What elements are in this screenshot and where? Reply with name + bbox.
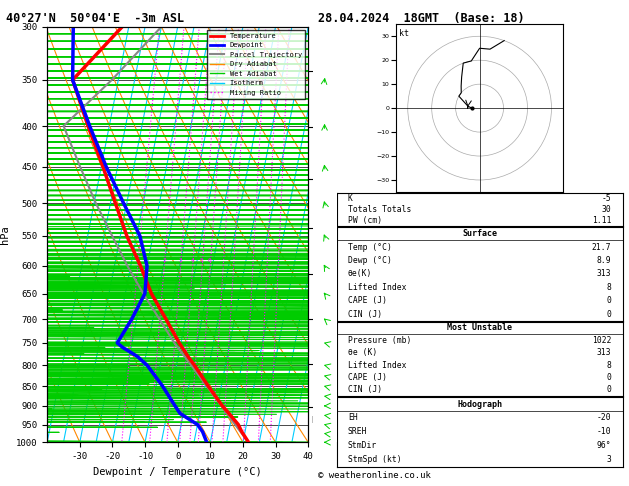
Text: 1.11: 1.11 <box>592 216 611 225</box>
Text: Pressure (mb): Pressure (mb) <box>348 336 411 345</box>
Text: StmDir: StmDir <box>348 441 377 450</box>
Text: 40°27'N  50°04'E  -3m ASL: 40°27'N 50°04'E -3m ASL <box>6 12 184 25</box>
Text: -20: -20 <box>597 414 611 422</box>
Text: Lifted Index: Lifted Index <box>348 283 406 292</box>
Text: Surface: Surface <box>462 229 497 238</box>
Text: 2: 2 <box>162 258 166 262</box>
Text: -10: -10 <box>597 427 611 436</box>
Text: © weatheronline.co.uk: © weatheronline.co.uk <box>318 471 430 480</box>
Text: StmSpd (kt): StmSpd (kt) <box>348 455 401 464</box>
Text: CAPE (J): CAPE (J) <box>348 296 387 305</box>
Text: Hodograph: Hodograph <box>457 399 502 409</box>
Y-axis label: hPa: hPa <box>1 225 11 244</box>
Text: 0: 0 <box>606 310 611 318</box>
Text: Most Unstable: Most Unstable <box>447 323 512 332</box>
Text: 5: 5 <box>200 258 204 262</box>
Text: SREH: SREH <box>348 427 367 436</box>
Text: θe (K): θe (K) <box>348 348 377 357</box>
Text: PW (cm): PW (cm) <box>348 216 382 225</box>
Text: CAPE (J): CAPE (J) <box>348 373 387 382</box>
Text: Temp (°C): Temp (°C) <box>348 243 392 252</box>
Text: 1022: 1022 <box>592 336 611 345</box>
Text: 8: 8 <box>606 361 611 370</box>
Text: 30: 30 <box>601 205 611 214</box>
X-axis label: Dewpoint / Temperature (°C): Dewpoint / Temperature (°C) <box>93 467 262 477</box>
Text: EH: EH <box>348 414 358 422</box>
Text: 0: 0 <box>606 296 611 305</box>
Text: -5: -5 <box>601 194 611 203</box>
Text: 313: 313 <box>597 348 611 357</box>
Text: 96°: 96° <box>597 441 611 450</box>
Legend: Temperature, Dewpoint, Parcel Trajectory, Dry Adiabat, Wet Adiabat, Isotherm, Mi: Temperature, Dewpoint, Parcel Trajectory… <box>208 30 304 99</box>
Text: K: K <box>348 194 353 203</box>
Text: 6: 6 <box>208 258 212 262</box>
Text: 4: 4 <box>191 258 194 262</box>
Text: 1: 1 <box>136 258 140 262</box>
Text: 3: 3 <box>179 258 182 262</box>
Text: kt: kt <box>399 29 409 38</box>
Text: Totals Totals: Totals Totals <box>348 205 411 214</box>
Text: θe(K): θe(K) <box>348 269 372 278</box>
Text: Lifted Index: Lifted Index <box>348 361 406 370</box>
Text: CIN (J): CIN (J) <box>348 310 382 318</box>
Text: 3: 3 <box>606 455 611 464</box>
Text: CIN (J): CIN (J) <box>348 385 382 395</box>
Text: 313: 313 <box>597 269 611 278</box>
Text: 8.9: 8.9 <box>597 256 611 265</box>
Text: 8: 8 <box>606 283 611 292</box>
Text: 0: 0 <box>606 385 611 395</box>
Text: 0: 0 <box>606 373 611 382</box>
Y-axis label: km
ASL: km ASL <box>326 226 345 243</box>
Text: 28.04.2024  18GMT  (Base: 18): 28.04.2024 18GMT (Base: 18) <box>318 12 524 25</box>
Text: Dewp (°C): Dewp (°C) <box>348 256 392 265</box>
Text: 21.7: 21.7 <box>592 243 611 252</box>
Text: LCL: LCL <box>311 416 325 425</box>
